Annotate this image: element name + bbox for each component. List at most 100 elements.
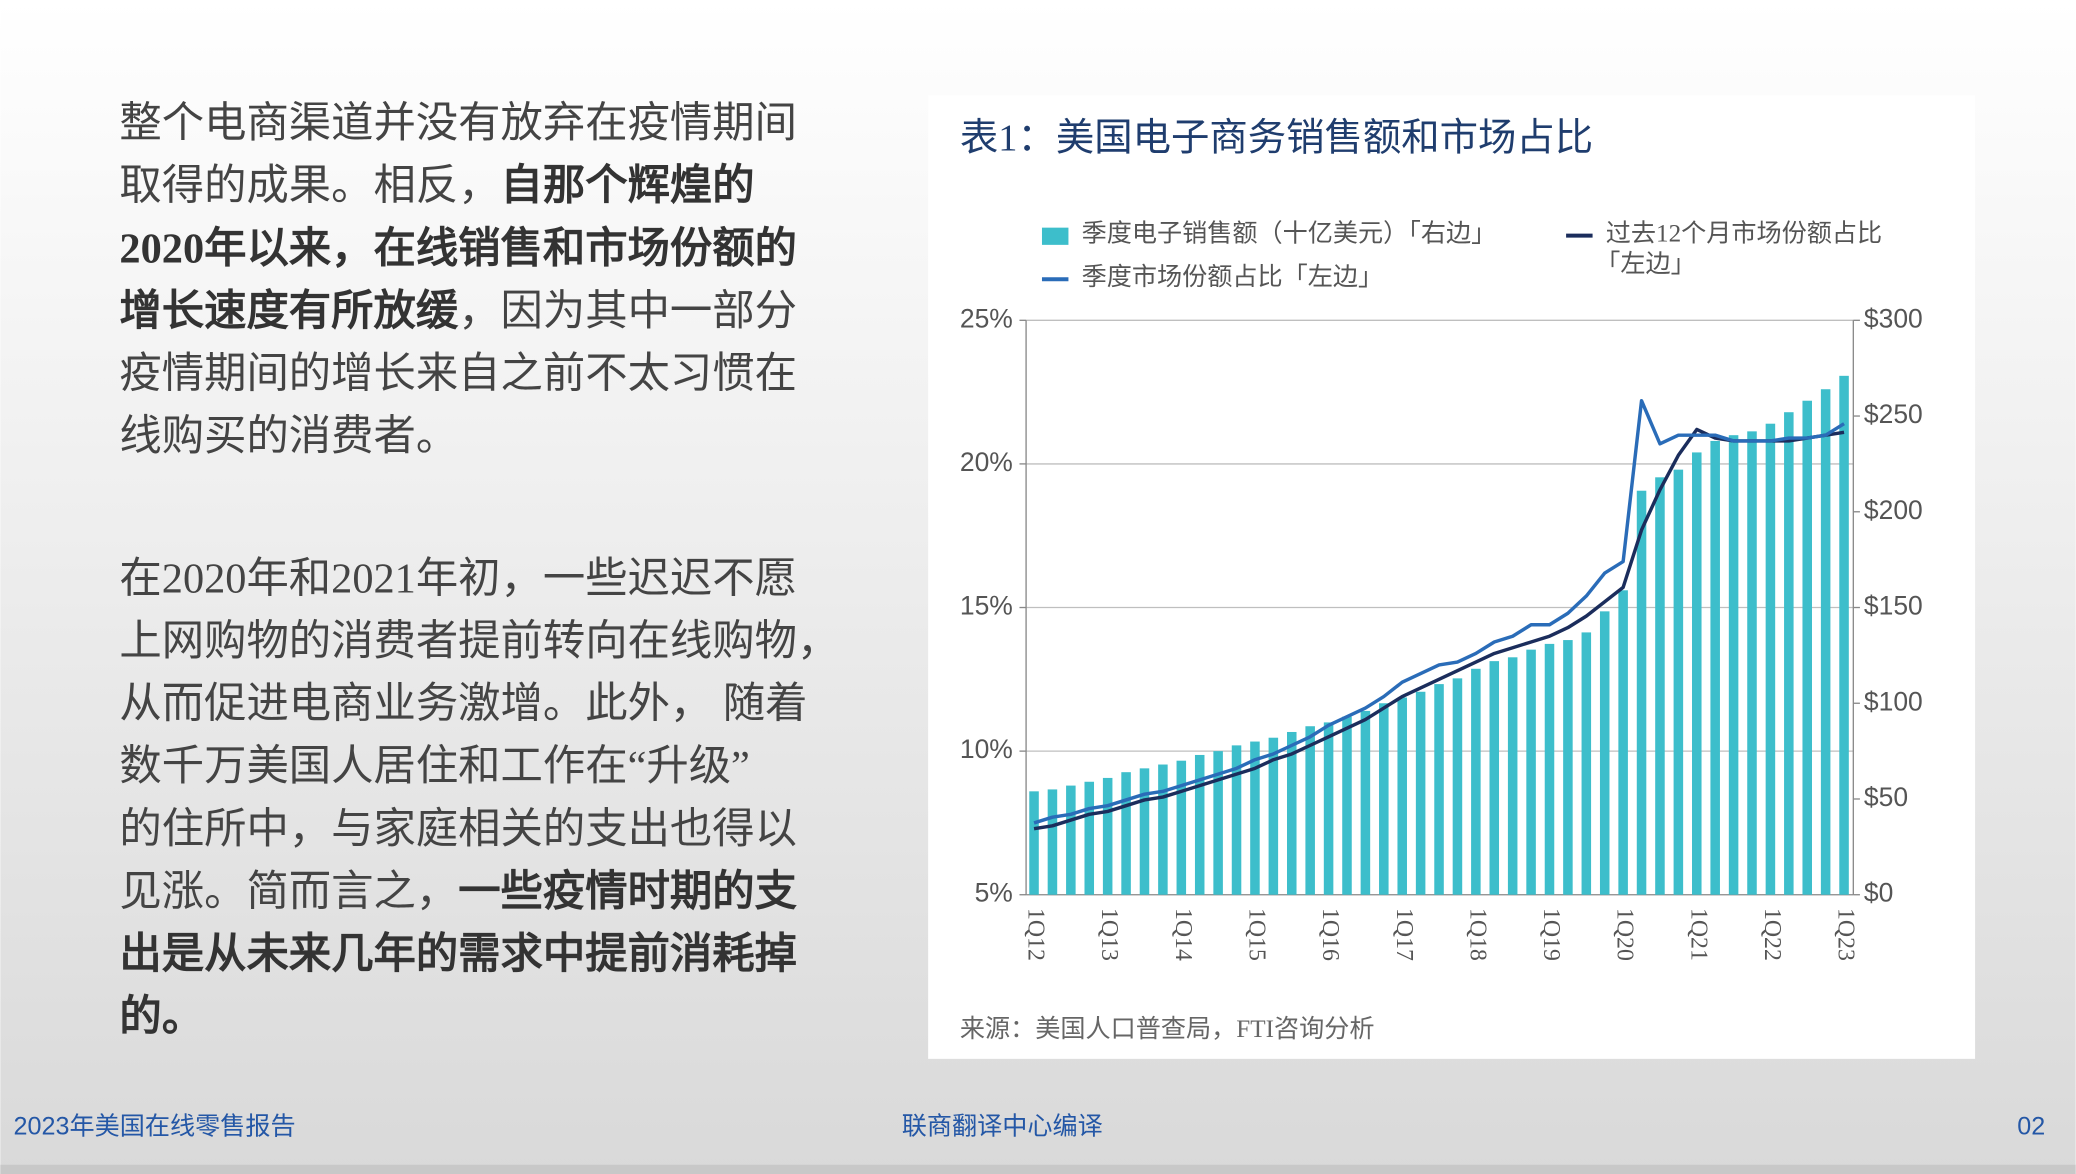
text-run: 的住所中，与家庭相关的支出也得以 [119, 806, 797, 853]
body-line: 2020年以来，在线销售和市场份额的 [119, 225, 797, 272]
bar [1158, 764, 1168, 895]
bar [1655, 477, 1665, 895]
text-run: 上网购物的消费者提前转向在线购物， [119, 618, 839, 665]
bar [1139, 768, 1150, 895]
page-number: 02 [2017, 1112, 2045, 1140]
bar [1066, 785, 1076, 895]
bar [1360, 710, 1371, 895]
text-run: 整个电商渠道并没有放弃在疫情期间 [119, 100, 797, 147]
x-tick-label: 1Q18 [1464, 908, 1490, 961]
x-tick-label: 1Q23 [1833, 908, 1859, 961]
bar [1452, 678, 1463, 895]
bottom-strip [0, 1164, 2076, 1174]
bar [1673, 469, 1684, 895]
chart-panel [928, 95, 1976, 1059]
bar [1563, 640, 1573, 895]
x-tick-label: 1Q22 [1759, 908, 1785, 961]
bold-run: 一些疫情时期的支 [458, 868, 797, 915]
body-line: 线购买的消费者。 [119, 413, 458, 460]
bar [1489, 661, 1500, 895]
bold-run: 2020年以来，在线销售和市场份额的 [119, 225, 797, 272]
bar [1692, 452, 1702, 895]
x-tick-label: 1Q15 [1243, 908, 1269, 961]
bar [1599, 611, 1610, 895]
text-run: 取得的成果。相反， [119, 162, 500, 209]
bar [1250, 741, 1260, 895]
bar [1084, 781, 1095, 895]
x-tick-label: 1Q12 [1023, 908, 1049, 961]
body-line: 的。 [119, 993, 204, 1040]
y-tick-label: 5% [975, 878, 1013, 908]
bar [1323, 722, 1334, 895]
line [1033, 399, 1845, 825]
bar [1636, 490, 1647, 895]
bar [1102, 777, 1113, 895]
bar [1194, 754, 1205, 895]
body-line: 上网购物的消费者提前转向在线购物， [119, 618, 839, 665]
body-line: 疫情期间的增长来自之前不太习惯在 [119, 350, 797, 397]
bar [1728, 435, 1739, 895]
bar [1434, 684, 1444, 895]
body-line: 数千万美国人居住和工作在“升级” [119, 743, 749, 790]
bar [1618, 590, 1628, 895]
legend-label: 季度电子销售额（十亿美元）「右边」 [1082, 219, 1497, 247]
bar [1784, 412, 1794, 895]
body-line: 出是从未来几年的需求中提前消耗掉 [119, 931, 797, 978]
x-tick-label: 1Q21 [1685, 908, 1711, 961]
y2-tick-label: $200 [1864, 495, 1923, 525]
chart-title: 表1：美国电子商务销售额和市场占比 [960, 116, 1593, 159]
y2-tick-label: $150 [1864, 591, 1923, 621]
bar [1121, 772, 1131, 895]
bar [1213, 751, 1223, 895]
body-line: 取得的成果。相反，自那个辉煌的 [119, 162, 754, 209]
bar [1397, 697, 1407, 895]
bar [1820, 389, 1831, 895]
footer-left: 2023年美国在线零售报告 [14, 1112, 296, 1140]
bold-run: 增长速度有所放缓 [119, 288, 458, 335]
body-line: 的住所中，与家庭相关的支出也得以 [119, 806, 797, 853]
text-run: 线购买的消费者。 [119, 413, 458, 460]
legend-label: 过去12个月市场份额占比「左边」 [1595, 219, 1882, 277]
y-tick-label: 15% [960, 591, 1013, 621]
bar [1747, 431, 1757, 895]
text-run: ，因为其中一部分 [458, 288, 797, 335]
bar [1507, 657, 1518, 895]
bar [1029, 791, 1039, 895]
bar [1415, 691, 1426, 895]
body-line: 从而促进电商业务激增。此外， 随着 [119, 680, 807, 727]
body-line: 整个电商渠道并没有放弃在疫情期间 [119, 100, 797, 147]
y2-tick-label: $250 [1864, 399, 1923, 429]
x-tick-label: 1Q14 [1170, 908, 1196, 961]
chart-source: 来源：美国人口普查局，FTI咨询分析 [960, 1015, 1375, 1043]
body-line: 增长速度有所放缓，因为其中一部分 [119, 288, 797, 335]
bar [1544, 643, 1555, 895]
bar [1047, 789, 1058, 895]
bar [1305, 726, 1315, 895]
legend-swatch [1041, 227, 1069, 245]
bar [1839, 375, 1849, 895]
bar [1765, 423, 1776, 895]
bar [1176, 760, 1187, 895]
bar [1802, 400, 1812, 895]
legend-label: 季度市场份额占比「左边」 [1082, 263, 1384, 291]
text-run: 疫情期间的增长来自之前不太习惯在 [119, 350, 797, 397]
x-tick-label: 1Q13 [1096, 908, 1122, 961]
chart: 5% 10% 15% 20% 25% $0 $50 $100 $150 $200 $250 $300 1… [960, 219, 1923, 961]
bar [1526, 649, 1536, 895]
bar [1268, 737, 1279, 895]
body-line: 在2020年和2021年初，一些迟迟不愿 [119, 555, 797, 602]
y2-tick-label: $300 [1864, 303, 1923, 333]
x-tick-label: 1Q20 [1612, 908, 1638, 961]
y-tick-label: 20% [960, 447, 1013, 477]
bold-run: 自那个辉煌的 [501, 162, 755, 209]
text-run: 数千万美国人居住和工作在“升级” [119, 743, 749, 790]
y-tick-label: 25% [960, 303, 1013, 333]
bar [1379, 703, 1389, 895]
bar [1581, 632, 1592, 895]
y2-tick-label: $100 [1864, 686, 1923, 716]
bar [1710, 440, 1720, 895]
text-run: 在2020年和2021年初，一些迟迟不愿 [119, 555, 797, 602]
